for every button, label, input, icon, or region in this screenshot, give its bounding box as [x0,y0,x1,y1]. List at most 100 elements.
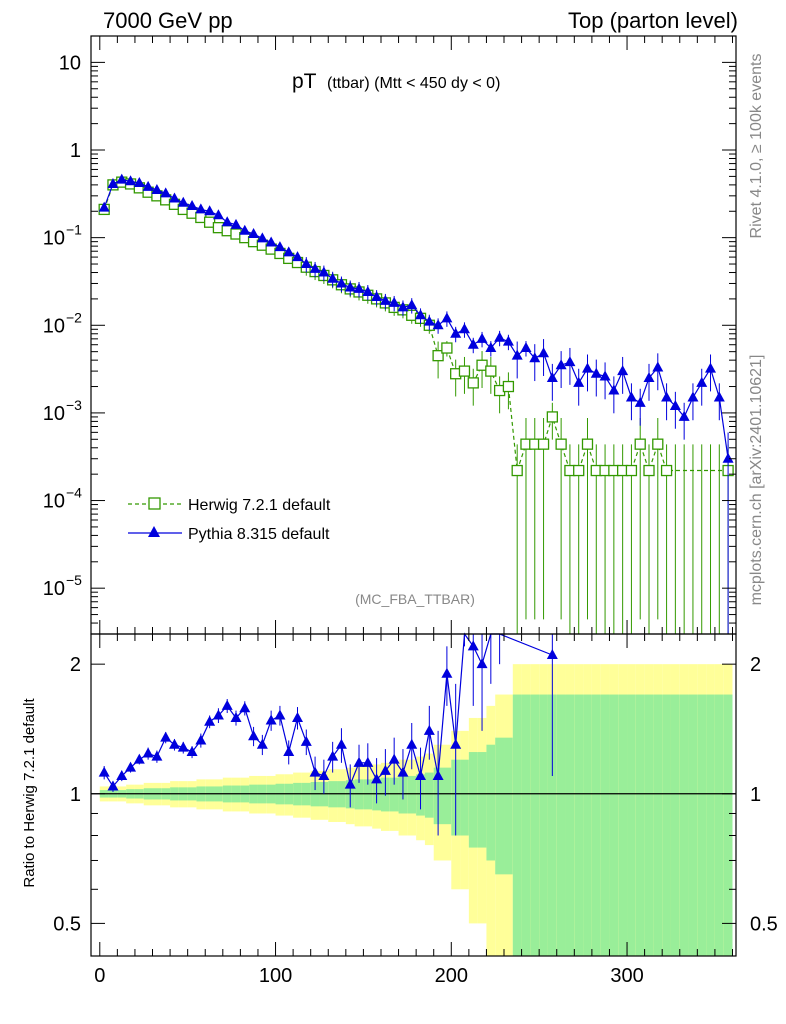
legend: Herwig 7.2.1 default Pythia 8.315 defaul… [128,497,331,543]
pythia-point [529,352,541,363]
pythia-point [661,391,673,402]
pythia-point [423,315,435,326]
main-y-tick-label-base: 10 [43,315,65,337]
ratio-point [309,766,321,777]
pythia-point [520,342,532,353]
pythia-point [555,359,567,370]
pythia-point [617,365,629,376]
ratio-band-inner [644,694,654,956]
herwig-point [432,350,444,362]
pythia-point [564,356,576,367]
ratio-band-inner [539,694,548,956]
pythia-point [353,282,365,293]
pythia-point [705,362,717,373]
pythia-point [212,209,224,220]
pythia-point [168,192,180,203]
herwig-point [476,359,488,371]
pythia-point [441,312,453,323]
main-y-tick-label-exp: −5 [66,572,82,588]
herwig-point [660,464,673,477]
pythia-point [467,338,479,349]
ratio-band-inner [609,694,619,956]
ratio-band-inner [688,694,698,956]
pythia-point [502,335,514,346]
main-y-tick-label-base: 10 [43,578,65,600]
pythia-point [344,281,356,292]
herwig-point [652,438,664,450]
ratio-point [344,778,356,789]
pythia-point [327,272,339,283]
ratio-y-tick-label-left: 0.5 [53,913,81,935]
pythia-point [669,399,681,410]
herwig-point [485,365,497,377]
ratio-band-inner [495,737,505,875]
pythia-point [608,384,620,395]
pythia-point [186,199,198,210]
herwig-point [581,438,594,450]
main-y-tick-label: 10 [59,52,81,74]
ratio-band-inner [512,694,522,956]
pythia-point [458,323,470,334]
legend-pythia-label: Pythia 8.315 default [188,526,330,543]
pythia-point [590,367,602,378]
ratio-band-inner [653,694,663,956]
ratio-band-inner [363,779,373,810]
ratio-point [362,756,374,767]
main-y-tick-label-base: 10 [43,403,65,425]
ratio-point [168,738,180,749]
pythia-point [116,173,128,184]
pythia-point [274,241,286,252]
pythia-point [432,319,444,330]
pythia-point [581,362,593,373]
herwig-point [458,365,471,377]
pythia-point [450,327,462,338]
ratio-band-inner [714,694,724,956]
ratio-point [142,747,154,758]
pythia-point [221,216,233,227]
pythia-point [625,391,637,402]
herwig-point [634,438,646,450]
pythia-point [397,301,409,312]
pythia-point [652,361,664,372]
ratio-point [230,711,242,722]
pythia-point [485,342,497,353]
ratio-band-inner [486,744,496,861]
pythia-point [309,262,321,273]
ratio-band-inner [424,772,434,818]
herwig-point [573,464,585,477]
pythia-point [573,376,585,387]
ratio-band-inner [662,694,671,956]
main-y-tick-label-exp: −1 [66,222,82,238]
ratio-band-inner [547,694,557,956]
ratio-point [274,709,286,720]
header-left-title: 7000 GeV pp [103,8,233,33]
herwig-point [643,464,655,477]
ratio-point [318,769,330,780]
pythia-point [265,236,277,247]
ratio-point [388,753,400,764]
herwig-point [467,377,479,389]
ratio-point [107,780,119,791]
ratio-band-inner [389,777,399,812]
main-plot-frame [90,35,737,635]
ratio-point [546,649,558,660]
pythia-point [133,177,145,188]
ratio-point [371,773,383,784]
ratio-x-tick-label: 200 [435,965,468,987]
pythia-point [713,391,725,402]
ratio-point [160,731,172,742]
ratio-point [379,764,391,775]
ratio-band-inner [574,694,584,956]
main-y-tick-label-exp: −3 [66,397,82,413]
ratio-band-inner [556,694,566,956]
ratio-band-inner [460,759,469,836]
main-y-tick-label-exp: −4 [66,485,82,501]
pythia-point [292,251,304,262]
herwig-point [555,438,567,450]
herwig-point [502,380,515,393]
pythia-point [98,201,110,212]
ratio-band-inner [407,775,417,814]
pythia-point [256,232,268,243]
ratio-point [204,715,216,726]
pythia-point [107,177,119,188]
